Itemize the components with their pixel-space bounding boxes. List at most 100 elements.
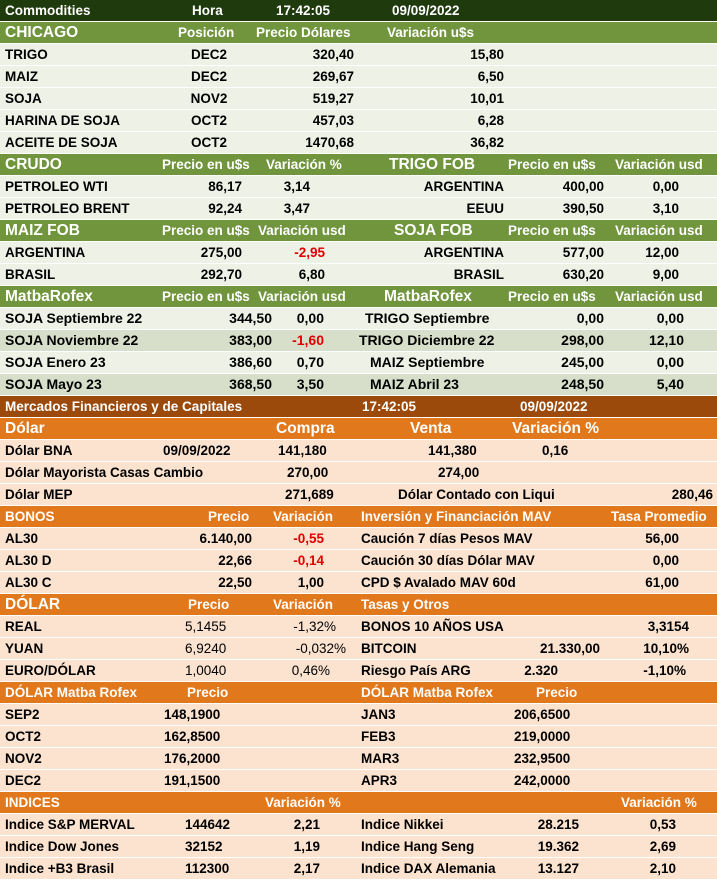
row-precio-right: 390,50 <box>562 201 604 216</box>
table-row: SOJA Mayo 23 368,50 3,50 MAIZ Abril 23 2… <box>0 374 717 396</box>
row-name-right: MAIZ Abril 23 <box>370 376 459 392</box>
row-value: 112300 <box>185 861 230 876</box>
row-name: PETROLEO BRENT <box>5 201 130 216</box>
row-value: 144642 <box>185 817 231 832</box>
row-precio: 386,60 <box>229 354 272 370</box>
maiz-fob-col-variacion: Variación usd <box>258 223 346 238</box>
indices-title: INDICES <box>5 795 60 810</box>
row-name-right: TRIGO Diciembre 22 <box>359 332 495 348</box>
row-variacion: 10,01 <box>470 91 504 106</box>
row-variacion-right: 0,00 <box>652 179 679 194</box>
row-variacion-right: 0,53 <box>649 817 676 832</box>
table-row: Dólar MEP 271,689 Dólar Contado con Liqu… <box>0 484 717 506</box>
row-compra: 141,180 <box>278 443 327 458</box>
row-variacion-right: 5,40 <box>656 376 684 392</box>
table-row: Dólar BNA 09/09/2022 141,180 141,380 0,1… <box>0 440 717 462</box>
row-precio: 1,0040 <box>185 663 227 678</box>
matba-col-variacion-right: Variación usd <box>615 289 703 304</box>
row-value-mid: 21.330,00 <box>539 641 600 656</box>
indices-col-variacion-right: Variación % <box>621 795 697 810</box>
row-variacion: 36,82 <box>470 135 504 150</box>
row-precio: 191,1500 <box>164 773 221 788</box>
sheet-title: Commodities <box>5 3 91 18</box>
table-row: BRASIL 292,70 6,80 BRASIL 630,20 9,00 <box>0 264 717 286</box>
chicago-title: CHICAGO <box>5 24 79 41</box>
time-value: 17:42:05 <box>276 3 331 18</box>
dolar-col-venta: Venta <box>410 420 452 437</box>
row-variacion-right: 2,69 <box>649 839 676 854</box>
row-variacion-right: 2,10 <box>649 861 676 876</box>
matba-header: MatbaRofex Precio en u$s Variación usd M… <box>0 286 717 308</box>
row-precio-right: 248,50 <box>561 376 604 392</box>
row-precio-right: 0,00 <box>576 310 604 326</box>
row-precio: 5,1455 <box>185 619 227 634</box>
bonos-header: BONOS Precio Variación Inversión y Finan… <box>0 506 717 528</box>
row-variacion-right: 12,00 <box>645 245 679 260</box>
row-precio-right: 232,9500 <box>514 751 571 766</box>
row-precio-right: 245,00 <box>561 354 604 370</box>
row-name: AL30 C <box>5 575 52 590</box>
maiz-fob-title: MAIZ FOB <box>5 222 80 239</box>
dolar-title: Dólar <box>5 420 45 437</box>
table-row: REAL 5,1455 -1,32% BONOS 10 AÑOS USA 3,3… <box>0 616 717 638</box>
table-row: SOJA NOV2 519,27 10,01 <box>0 88 717 110</box>
row-variacion: 0,70 <box>296 354 324 370</box>
row-name: SOJA Septiembre 22 <box>5 310 143 326</box>
crudo-title: CRUDO <box>5 156 62 173</box>
dolar-matba-col-precio-left: Precio <box>187 685 229 700</box>
row-name-right: MAR3 <box>361 751 400 766</box>
row-name-right: FEB3 <box>361 729 396 744</box>
soja-fob-title: SOJA FOB <box>394 222 473 239</box>
row-precio: 292,70 <box>200 267 242 282</box>
row-name-right: Dólar Contado con Liqui <box>398 487 555 502</box>
row-name: Indice +B3 Brasil <box>5 861 115 876</box>
row-precio: 86,17 <box>208 179 242 194</box>
row-precio-right: 400,00 <box>562 179 604 194</box>
row-name: PETROLEO WTI <box>5 179 108 194</box>
row-name: SOJA Enero 23 <box>5 354 106 370</box>
table-row: Dólar Mayorista Casas Cambio 270,00 274,… <box>0 462 717 484</box>
row-name-right: BITCOIN <box>361 641 417 656</box>
row-name: AL30 D <box>5 553 52 568</box>
row-name: HARINA DE SOJA <box>5 113 121 128</box>
row-value-mid <box>500 616 600 637</box>
row-posicion: NOV2 <box>190 91 228 106</box>
row-variacion-right: 0,00 <box>656 310 684 326</box>
chicago-header: CHICAGO Posición Precio Dólares Variació… <box>0 22 717 44</box>
row-variacion: 6,50 <box>477 69 504 84</box>
table-row: NOV2 176,2000 MAR3 232,9500 <box>0 748 717 770</box>
row-name: SOJA Mayo 23 <box>5 376 102 392</box>
row-variacion-right: 0,00 <box>656 354 684 370</box>
bonos-col-precio: Precio <box>208 509 250 524</box>
crudo-col-precio: Precio en u$s <box>162 157 250 172</box>
row-name-right: ARGENTINA <box>423 179 504 194</box>
row-posicion: DEC2 <box>190 47 227 62</box>
soja-fob-col-precio: Precio en u$s <box>508 223 596 238</box>
row-name-right: Indice DAX Alemania <box>361 861 496 876</box>
matba-title-left: MatbaRofex <box>5 288 93 305</box>
row-precio: 6,9240 <box>185 641 227 656</box>
table-row: ACEITE DE SOJA OCT2 1470,68 36,82 <box>0 132 717 154</box>
dolar2-col-precio: Precio <box>188 597 230 612</box>
row-precio: 22,66 <box>218 553 252 568</box>
row-variacion-right: 12,10 <box>648 332 684 348</box>
row-name: AL30 <box>5 531 39 546</box>
row-precio: 519,27 <box>312 91 354 106</box>
dolar2-title: DÓLAR <box>5 596 61 613</box>
row-name: NOV2 <box>5 751 42 766</box>
row-venta: 274,00 <box>438 465 480 480</box>
bonos-title: BONOS <box>5 509 55 524</box>
row-value-right: 13.127 <box>537 861 579 876</box>
mercados-date: 09/09/2022 <box>520 399 588 414</box>
row-precio: 1470,68 <box>305 135 354 150</box>
row-name-right: Indice Hang Seng <box>361 839 475 854</box>
row-name-right: Caución 30 días Dólar MAV <box>361 553 535 568</box>
mercados-header: Mercados Financieros y de Capitales 17:4… <box>0 396 717 418</box>
trigo-fob-col-precio: Precio en u$s <box>508 157 596 172</box>
row-posicion: OCT2 <box>190 135 227 150</box>
row-name-right: APR3 <box>361 773 398 788</box>
row-precio-right: 242,0000 <box>514 773 571 788</box>
chicago-col-precio: Precio Dólares <box>256 25 351 40</box>
row-value-right: 280,46 <box>671 487 713 502</box>
row-variacion: 3,47 <box>283 201 310 216</box>
